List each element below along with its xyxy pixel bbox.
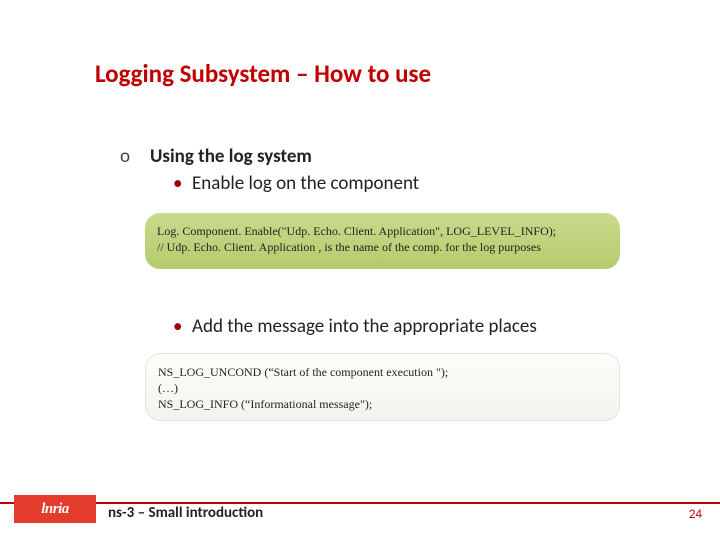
slide-title: Logging Subsystem – How to use (95, 58, 431, 89)
code2-line1: NS_LOG_UNCOND (“Start of the component e… (158, 364, 607, 380)
logo-text: lnria (41, 501, 69, 518)
bullet-marker-dot: • (173, 172, 182, 195)
main-bullet-text: Using the log system (150, 145, 312, 168)
inria-logo: lnria (14, 495, 96, 523)
sub-bullet-2: Add the message into the appropriate pla… (192, 315, 537, 338)
sub-bullet-1: Enable log on the component (192, 172, 419, 195)
footer-title: ns-3 – Small introduction (108, 504, 263, 522)
page-number: 24 (689, 507, 702, 522)
bullet-marker-dot: • (173, 315, 182, 338)
code1-line1: Log. Component. Enable("Udp. Echo. Clien… (157, 223, 608, 239)
code1-line2: // Udp. Echo. Client. Application , is t… (157, 239, 608, 255)
code2-line2: (…) (158, 380, 607, 396)
code-block-1: Log. Component. Enable("Udp. Echo. Clien… (145, 213, 620, 269)
code2-line3: NS_LOG_INFO (“Informational message"); (158, 396, 607, 412)
code-block-2: NS_LOG_UNCOND (“Start of the component e… (145, 353, 620, 421)
bullet-marker-o: o (120, 145, 130, 168)
